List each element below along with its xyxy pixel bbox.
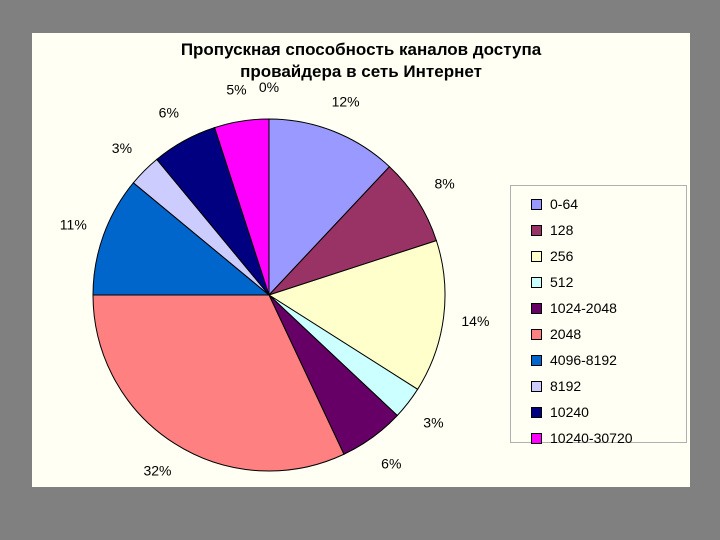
legend-label: 128 xyxy=(550,222,574,238)
legend-item-512: 512 xyxy=(511,269,686,295)
legend-label: 10240-30720 xyxy=(550,430,633,446)
legend-label: 2048 xyxy=(550,326,582,342)
slice-10240-30720 xyxy=(213,118,270,296)
slice-2048 xyxy=(92,294,345,472)
chart-title-line-1: Пропускная способность каналов доступа xyxy=(180,40,542,59)
legend-label: 4096-8192 xyxy=(550,352,617,368)
legend-label: 8192 xyxy=(550,378,582,394)
legend-label: 0-64 xyxy=(550,196,579,212)
data-label-512: 3% xyxy=(423,415,443,431)
legend-item-8192: 8192 xyxy=(511,373,686,399)
legend-swatch xyxy=(531,354,542,366)
legend-item-256: 256 xyxy=(511,243,686,269)
data-label-1024-2048: 6% xyxy=(381,455,401,471)
chart-panel: Пропускная способность каналов доступа п… xyxy=(32,33,690,487)
slice-256 xyxy=(267,239,446,391)
slice-0-64 xyxy=(268,118,391,297)
legend-item-128: 128 xyxy=(511,217,686,243)
legend-swatch xyxy=(531,198,542,210)
legend-swatch xyxy=(531,276,542,288)
data-label-10240-30720: 5% xyxy=(226,82,246,98)
legend-swatch xyxy=(531,432,542,444)
legend-label: 512 xyxy=(550,274,574,290)
legend-swatch xyxy=(531,380,542,392)
data-label-8192: 3% xyxy=(112,140,132,156)
legend-swatch xyxy=(531,328,542,340)
legend-swatch xyxy=(531,406,542,418)
data-label-128: 8% xyxy=(434,176,454,192)
data-label-256: 14% xyxy=(461,313,489,329)
legend-item-2048: 2048 xyxy=(511,321,686,347)
data-label-10240: 6% xyxy=(159,105,179,121)
legend-label: 1024-2048 xyxy=(550,300,617,316)
pie-chart: 12% 8% 14% 3% 6% 32% 11% 3% 6% 5% 0% xyxy=(60,79,490,479)
data-label-0-64: 12% xyxy=(332,94,360,110)
legend-label: 256 xyxy=(550,248,574,264)
legend-item-1024-2048: 1024-2048 xyxy=(511,295,686,321)
slice-4096-8192 xyxy=(92,182,271,296)
data-label-2048: 32% xyxy=(143,463,171,479)
legend-item-4096-8192: 4096-8192 xyxy=(511,347,686,373)
legend-item-10240-30720: 10240-30720 xyxy=(511,425,686,451)
chart-title: Пропускная способность каналов доступа п… xyxy=(32,39,690,83)
chart-title-line-2: провайдера в сеть Интернет xyxy=(240,62,482,81)
data-label-4096-8192: 11% xyxy=(60,217,87,233)
chart-legend: 0-64 128 256 512 1024-2048 2048 4096-8192 8192 1… xyxy=(510,185,687,446)
legend-swatch xyxy=(531,250,542,262)
legend-swatch xyxy=(531,224,542,236)
legend-item-0-64: 0-64 xyxy=(511,191,686,217)
legend-swatch xyxy=(531,302,542,314)
data-label-0: 0% xyxy=(259,79,279,95)
legend-label: 10240 xyxy=(550,404,589,420)
legend-item-10240: 10240 xyxy=(511,399,686,425)
slice-128 xyxy=(268,165,438,296)
